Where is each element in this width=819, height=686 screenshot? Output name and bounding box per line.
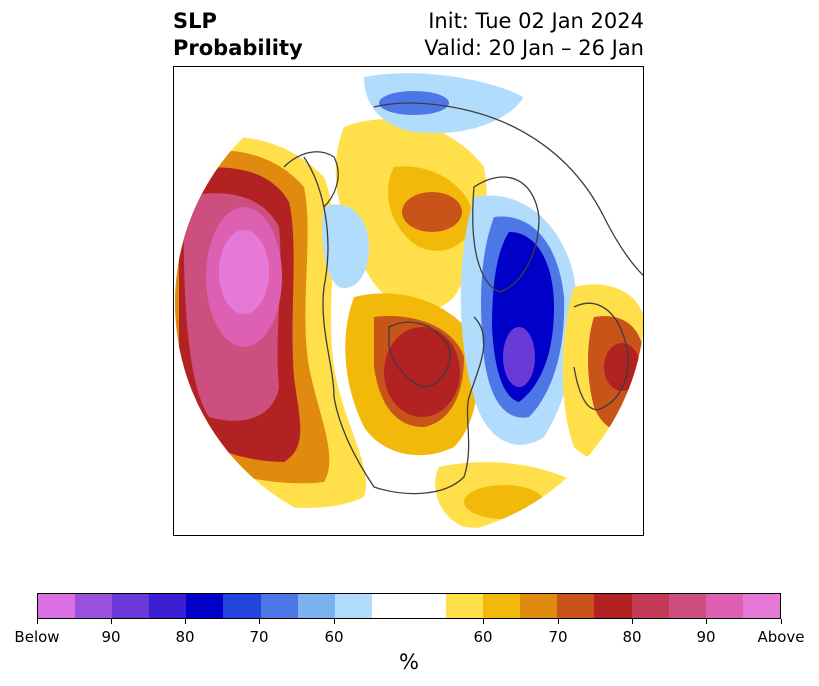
atlantic-below-core	[503, 327, 535, 387]
forecast-dates: Init: Tue 02 Jan 2024 Valid: 20 Jan – 26…	[424, 8, 644, 62]
colorbar-segment	[594, 594, 632, 618]
coastlines	[283, 102, 643, 495]
colorbar-segment	[446, 594, 484, 618]
pacific-above-peak	[219, 230, 269, 314]
colorbar-segment	[557, 594, 595, 618]
north-america-coast	[303, 156, 485, 495]
colorbar-segment	[186, 594, 224, 618]
map-title: SLP Probability	[173, 8, 303, 62]
colorbar-tick-label: 80	[175, 628, 195, 646]
colorbar-segment	[75, 594, 113, 618]
colorbar-tick	[706, 619, 707, 624]
colorbar-tick	[483, 619, 484, 624]
colorbar-tick-label: Above	[757, 628, 805, 646]
colorbar-tick-label: 60	[473, 628, 493, 646]
colorbar-segment	[297, 594, 335, 618]
colorbar-tick-label: 90	[101, 628, 121, 646]
colorbar-unit: %	[399, 650, 419, 674]
colorbar-segment	[334, 594, 372, 618]
colorbar-segment	[631, 594, 669, 618]
colorbar-segment	[223, 594, 261, 618]
rockies-below-contour	[322, 204, 369, 288]
colorbar-tick	[185, 619, 186, 624]
greenland-coast	[472, 176, 540, 293]
colorbar-tick	[37, 619, 38, 624]
colorbar-tick-label: Below	[14, 628, 60, 646]
colorbar-segment	[38, 594, 76, 618]
colorbar-tick-label: 70	[249, 628, 269, 646]
alaska-coast	[283, 151, 339, 208]
title-subtitle: Probability	[173, 36, 303, 60]
europe-coast	[573, 302, 629, 411]
colorbar-tick	[334, 619, 335, 624]
subtropical-above-core	[464, 485, 544, 519]
colorbar-segment	[742, 594, 780, 618]
colorbar-segment	[408, 594, 447, 618]
arctic-above-core	[402, 192, 462, 232]
colorbar-tick-label: 70	[548, 628, 568, 646]
colorbar-segment	[260, 594, 298, 618]
colorbar-tick-label: 90	[696, 628, 716, 646]
colorbar-segment	[112, 594, 150, 618]
probability-map	[173, 66, 644, 536]
title-variable: SLP	[173, 9, 217, 33]
eurasia-coast	[373, 102, 643, 276]
hudson-bay-coast	[388, 321, 451, 388]
colorbar-segment	[149, 594, 187, 618]
colorbar-segment	[483, 594, 521, 618]
europe-above-core	[604, 343, 640, 391]
colorbar	[37, 593, 781, 619]
colorbar-segment	[371, 594, 409, 618]
colorbar-segment	[705, 594, 743, 618]
init-date: Init: Tue 02 Jan 2024	[428, 9, 644, 33]
colorbar-tick	[558, 619, 559, 624]
probability-field	[175, 73, 643, 528]
colorbar-tick-label: 60	[324, 628, 344, 646]
colorbar-segment	[520, 594, 558, 618]
colorbar-tick	[781, 619, 782, 624]
colorbar-tick	[632, 619, 633, 624]
colorbar-tick	[111, 619, 112, 624]
map-canvas	[175, 73, 643, 528]
valid-range: Valid: 20 Jan – 26 Jan	[424, 36, 644, 60]
colorbar-tick-label: 80	[622, 628, 642, 646]
colorbar-tick	[259, 619, 260, 624]
colorbar-segment	[668, 594, 706, 618]
hudson-above-core	[384, 327, 460, 417]
